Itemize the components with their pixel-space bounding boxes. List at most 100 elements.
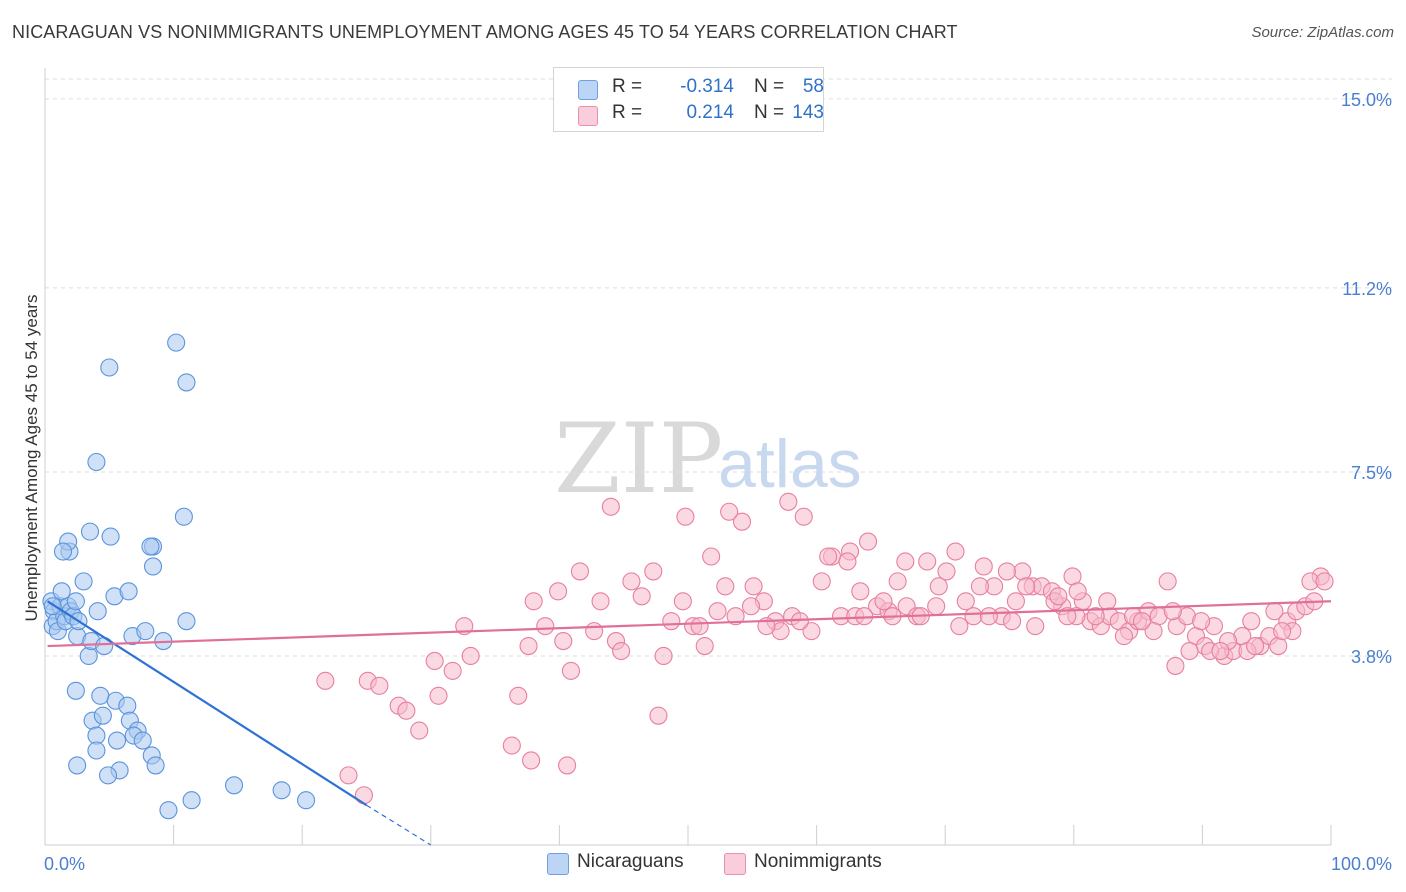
nonimmigrants-point [397,701,416,720]
nonimmigrants-point [673,592,692,611]
watermark: ZIP atlas [554,403,862,515]
nonimmigrants-point [1315,572,1334,591]
nonimmigrants-point [502,736,521,755]
nonimmigrants-point [732,512,752,531]
nicaraguans-point [98,766,118,785]
nicaraguans-point [87,452,106,472]
nicaraguans-point [272,781,291,800]
nonimmigrants-point [1006,592,1025,611]
nonimmigrants-point [918,552,937,571]
nicaraguans-point [79,646,98,666]
nicaraguans-point [52,582,71,601]
legend-swatch-nicaraguans [547,853,569,875]
nonimmigrants-point [570,562,590,581]
watermark-zip: ZIP [554,403,723,515]
nicaraguans-point [74,572,93,591]
nonimmigrants-point [838,552,857,571]
x-tick-label: 100.0% [1331,854,1392,874]
r-value: 0.214 [686,102,734,123]
nonimmigrants-point [702,547,721,566]
nicaraguans-point [177,612,196,631]
nonimmigrants-point [622,572,641,591]
nonimmigrants-point [690,617,709,636]
nonimmigrants-point [858,532,878,551]
nonimmigrants-point [779,492,798,511]
nonimmigrants-point [1273,622,1292,641]
nonimmigrants-point [339,766,358,785]
n-value: 143 [792,102,824,123]
nonimmigrants-point [1166,656,1185,675]
nonimmigrants-point [695,636,714,656]
nonimmigrants-point [654,646,673,666]
nonimmigrants-point [790,612,809,631]
nonimmigrants-point [979,607,998,626]
y-tick-label: 15.0% [1341,90,1392,110]
nonimmigrants-point [946,542,965,561]
nonimmigrants-point [561,661,581,680]
nonimmigrants-point [1158,572,1177,591]
nonimmigrants-point [1086,607,1105,626]
nicaraguans-point [53,542,73,561]
nonimmigrants-point [429,686,448,705]
nonimmigrants-point [950,617,969,636]
nonimmigrants-point [410,721,429,740]
nonimmigrants-point [1026,617,1045,636]
nonimmigrants-point [896,552,915,571]
nonimmigrants-point [1242,612,1261,631]
nicaraguans-point [87,741,106,760]
nonimmigrants-point [974,557,993,576]
nonimmigrants-point [558,756,577,775]
nonimmigrants-point [1269,636,1288,656]
nonimmigrants-point [819,547,838,566]
tick-labels: 3.8% 7.5% 11.2% 15.0% 0.0% 100.0% [44,90,1392,874]
nicaraguans-point [118,696,137,715]
nonimmigrants-point [874,592,893,611]
nonimmigrants-point [632,587,651,606]
nonimmigrants-point [612,641,631,661]
nicaraguans-point [66,681,85,700]
nicaraguans-trend-extension [366,804,432,846]
watermark-atlas: atlas [718,426,862,502]
nonimmigrants-point [354,786,373,805]
y-axis-label: Unemployment Among Ages 45 to 54 years [22,295,41,622]
nonimmigrants-point [1211,641,1230,661]
nonimmigrants-point [888,572,907,591]
y-tick-label: 3.8% [1351,647,1392,667]
nicaraguans-point [146,756,165,775]
nonimmigrants-point [708,602,727,621]
nicaraguans-point [136,622,155,641]
nicaraguans-point [101,527,120,546]
series-legend: Nicaraguans Nonimmigrants [0,851,1406,879]
correlation-legend: R = -0.314 N = 58 R = 0.214 N = 143 [553,67,824,132]
nicaraguans-point [141,537,160,556]
nonimmigrants-point [744,577,763,596]
nicaraguans-point [91,686,110,705]
legend-swatch-nonimmigrants [724,853,746,875]
nonimmigrants-point [726,607,745,626]
nonimmigrants-point [1192,612,1211,631]
nonimmigrants-point [855,607,874,626]
nonimmigrants-point [1068,582,1087,601]
nicaraguans-point [88,602,107,621]
nicaraguans-point [177,373,196,392]
nonimmigrants-point [716,577,735,596]
nonimmigrants-point [536,617,555,636]
y-tick-label: 11.2% [1342,279,1392,299]
nonimmigrants-point [524,592,543,611]
chart-source: Source: ZipAtlas.com [1251,24,1394,41]
nicaraguans-point [297,791,316,810]
nonimmigrants-point [370,676,389,695]
r-label: R = [612,76,643,97]
nicaraguans-trend-line [46,600,368,807]
nonimmigrants-point [1180,641,1199,661]
nicaraguans-point [107,731,127,750]
nicaraguans-point [224,776,244,795]
nicaraguans-point [119,582,138,601]
r-value: -0.314 [680,76,734,97]
nonimmigrants-point [964,607,983,626]
nonimmigrants-point [970,577,989,596]
nonimmigrants-point [812,572,831,591]
nonimmigrants-point [956,592,975,611]
y-tick-label: 7.5% [1351,463,1392,483]
nonimmigrants-point [554,632,573,651]
